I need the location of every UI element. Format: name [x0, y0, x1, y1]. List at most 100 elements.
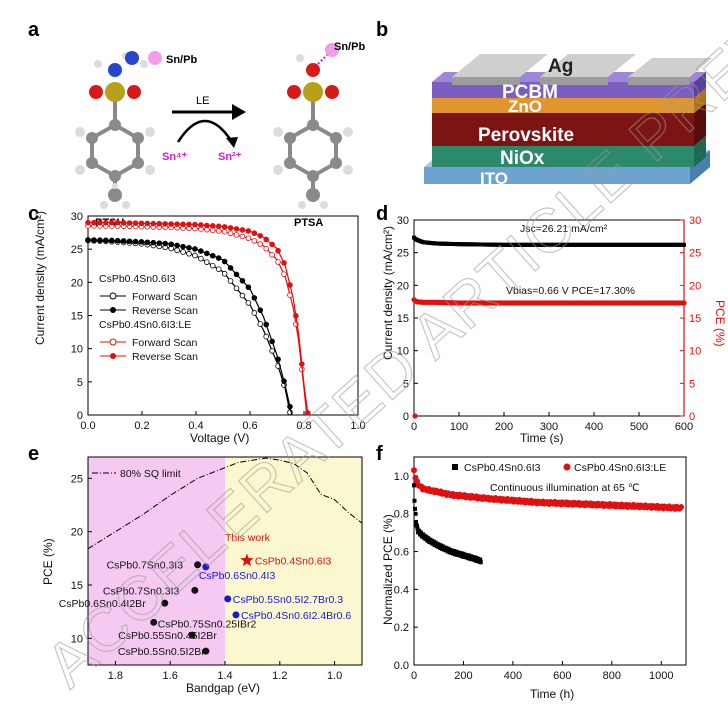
panel-e-bandgap-chart: 1.8 1.6 1.4 1.2 1.010152025CsPb0.7Sn0.3I3CsP…	[59, 456, 363, 682]
sq-limit-curve	[87, 457, 363, 550]
panel-d-ylabel-right: PCE (%)	[713, 300, 727, 347]
legend-f-ref: CsPb0.4Sn0.6I3	[464, 462, 541, 474]
panel-c-jv-chart: 0.0 0.2 0.4 0.6 0.8 1.0 0 5 10 15 20 25 30	[71, 211, 366, 432]
jv-point	[150, 220, 157, 227]
right-tick-label: 10	[689, 346, 701, 358]
jv-point	[186, 250, 192, 257]
jv-point	[103, 237, 109, 244]
jv-point	[186, 221, 192, 228]
panel-label-a: a	[28, 19, 40, 41]
jv-point	[257, 241, 264, 247]
plot-frame	[413, 456, 687, 666]
jv-point	[114, 237, 121, 244]
legend-le-forward: Forward Scan	[132, 337, 198, 349]
jv-point	[144, 220, 151, 227]
jsc-point	[682, 242, 686, 247]
jv-point	[120, 238, 127, 244]
jv-point	[257, 232, 264, 239]
y-tick-label: 30	[397, 215, 409, 227]
y-tick-label: 25	[71, 473, 83, 485]
legend-ref-forward: Forward Scan	[132, 291, 198, 303]
jv-point	[269, 338, 275, 345]
metal-label-right: Sn/Pb	[334, 41, 365, 53]
x-tick-label: 1000	[649, 670, 673, 682]
jv-point	[132, 220, 139, 226]
legend-group-le: CsPb0.4Sn0.6I3:LE	[99, 319, 191, 331]
y-tick-label: 25	[71, 244, 83, 256]
pce-point	[681, 300, 687, 306]
jv-point	[263, 236, 270, 243]
panel-e-xlabel: Bandgap (eV)	[186, 681, 260, 695]
legend-le-reverse: Reverse Scan	[132, 351, 198, 363]
jv-point	[180, 249, 186, 255]
jv-point	[251, 310, 258, 316]
this-work-star	[240, 553, 254, 567]
zno-label: ZnO	[508, 97, 542, 116]
annot-jsc: Jsc=26.21 mA/cm²	[520, 223, 608, 235]
jv-point	[192, 221, 198, 228]
ag-label: Ag	[548, 56, 573, 77]
sq-limit-label: 80% SQ limit	[120, 468, 181, 480]
jv-point	[245, 300, 252, 306]
x-tick-label: 0.6	[242, 420, 257, 432]
jv-point	[263, 333, 270, 340]
jv-point	[138, 239, 145, 245]
jv-point	[245, 235, 252, 241]
panel-f-ylabel: Normalized PCE (%)	[381, 514, 395, 625]
jv-point	[150, 239, 157, 246]
jv-point	[287, 403, 293, 410]
jv-point	[91, 237, 97, 243]
jv-point	[192, 252, 198, 259]
jv-point	[180, 221, 186, 228]
perovskite-label: Perovskite	[478, 125, 574, 146]
jv-point	[138, 220, 145, 227]
jv-point	[168, 221, 174, 227]
jv-point	[221, 270, 228, 277]
jv-point	[97, 219, 103, 226]
annot-vbias: Vbias=0.66 V PCE=17.30%	[506, 285, 635, 297]
y-tick-label: 1.0	[394, 471, 409, 483]
right-tick-label: 0	[689, 411, 695, 423]
bandgap-point	[161, 599, 169, 607]
x-tick-label: 0.0	[80, 420, 95, 432]
bandgap-point-label: CsPb0.7Sn0.3I3	[107, 560, 184, 572]
jv-point	[162, 240, 169, 247]
jv-point	[180, 243, 186, 250]
x-tick-label: 600	[675, 421, 693, 433]
pink-region	[88, 457, 225, 665]
jv-point	[251, 230, 258, 236]
jv-point	[156, 220, 163, 227]
jv-point	[108, 219, 115, 226]
jv-point	[245, 284, 252, 291]
jv-point	[251, 295, 258, 301]
jv-point	[215, 255, 222, 261]
bandgap-point-label: CsPb0.5Sn0.5I2.7Br0.3	[233, 594, 343, 606]
y-tick-label: 25	[397, 248, 409, 260]
jv-point	[304, 410, 311, 416]
x-tick-label: 0.8	[296, 420, 311, 432]
jv-point	[144, 239, 151, 246]
panel-e-ylabel: PCE (%)	[41, 538, 55, 585]
bandgap-point-label: CsPb0.4Sn0.6I3	[255, 555, 332, 567]
jv-point	[198, 255, 204, 262]
zno-layer	[432, 98, 694, 113]
x-tick-label: 1.2	[272, 670, 287, 682]
jv-point	[227, 278, 234, 284]
y-tick-label: 0	[403, 411, 409, 423]
y-tick-label: 30	[71, 211, 83, 223]
bandgap-point	[194, 561, 202, 569]
jv-point	[227, 230, 234, 237]
jv-point	[275, 356, 281, 363]
panel-label-f: f	[376, 443, 383, 465]
right-tick-label: 5	[689, 378, 695, 390]
bandgap-point	[202, 563, 210, 571]
pcbm-label: PCBM	[502, 82, 558, 103]
right-tick-label: 20	[689, 280, 701, 292]
panel-label-d: d	[376, 203, 388, 225]
panel-d-xlabel: Time (s)	[520, 431, 564, 445]
jv-point	[126, 220, 133, 226]
jv-point	[227, 265, 234, 271]
plot-frame	[87, 215, 359, 416]
panel-d-ylabel: Current density (mA/cm²)	[381, 226, 395, 360]
